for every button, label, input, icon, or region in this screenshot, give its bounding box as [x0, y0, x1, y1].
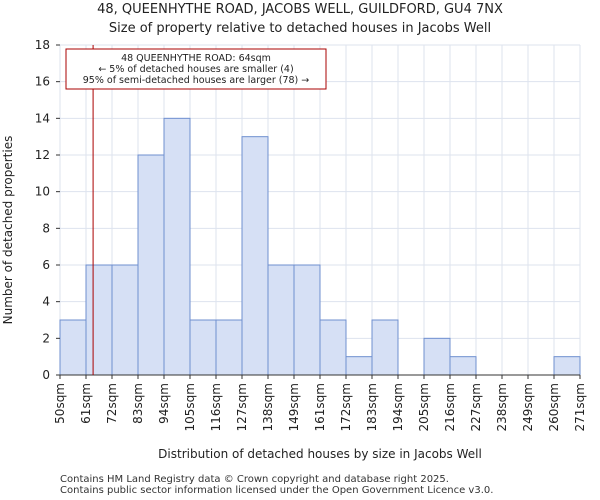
bar: [293, 264, 321, 376]
x-tick-label: 94sqm: [157, 383, 171, 424]
bar: [189, 319, 217, 376]
y-tick-label: 18: [35, 38, 50, 52]
y-tick-label: 8: [42, 221, 50, 235]
bar: [319, 319, 347, 376]
chart-subtitle: Size of property relative to detached ho…: [108, 21, 492, 36]
y-ticks: 0 2 4 6 8 10 12 14 16 18: [35, 38, 60, 382]
bar: [553, 356, 581, 376]
bar: [137, 154, 165, 376]
annotation-box: [65, 48, 327, 90]
x-tick-label: 271sqm: [573, 383, 587, 431]
bar: [423, 337, 451, 376]
bar: [215, 319, 243, 376]
x-axis-label: Distribution of detached houses by size …: [158, 447, 482, 461]
y-tick-label: 0: [42, 368, 50, 382]
bar: [85, 264, 113, 376]
bar: [241, 136, 269, 376]
x-tick-label: 227sqm: [469, 383, 483, 431]
x-ticks: 50sqm 61sqm 72sqm 83sqm 94sqm 105sqm 116sqm 127…: [53, 375, 587, 431]
bar: [59, 319, 87, 376]
bar: [267, 264, 295, 376]
x-tick-label: 127sqm: [235, 383, 249, 431]
y-tick-label: 6: [42, 258, 50, 272]
x-tick-label: 83sqm: [131, 383, 145, 424]
bar: [371, 319, 399, 376]
y-tick-label: 12: [35, 148, 50, 162]
x-tick-label: 194sqm: [391, 383, 405, 431]
annotation-line: ← 5% of detached houses are smaller (4): [98, 64, 293, 75]
x-tick-label: 238sqm: [495, 383, 509, 431]
bar: [449, 356, 477, 376]
x-tick-label: 161sqm: [313, 383, 327, 431]
x-tick-label: 61sqm: [79, 383, 93, 424]
bar: [111, 264, 139, 376]
y-tick-label: 14: [35, 111, 50, 125]
x-tick-label: 105sqm: [183, 383, 197, 431]
x-tick-label: 216sqm: [443, 383, 457, 431]
x-tick-label: 149sqm: [287, 383, 301, 431]
x-tick-label: 183sqm: [365, 383, 379, 431]
y-tick-label: 16: [35, 75, 50, 89]
x-tick-label: 50sqm: [53, 383, 67, 424]
x-tick-label: 116sqm: [209, 383, 223, 431]
y-tick-label: 4: [42, 295, 50, 309]
bar: [163, 117, 191, 376]
annotation-line: 95% of semi-detached houses are larger (…: [83, 75, 310, 86]
x-tick-label: 172sqm: [339, 383, 353, 431]
x-tick-label: 260sqm: [547, 383, 561, 431]
x-tick-label: 205sqm: [417, 383, 431, 431]
footer-line-2: Contains public sector information licen…: [60, 485, 494, 496]
footer-line-1: Contains HM Land Registry data © Crown c…: [60, 474, 449, 485]
bar: [345, 356, 373, 376]
property-marker: 48 QUEENHYTHE ROAD: 64sqm← 5% of detache…: [65, 45, 327, 375]
annotation-line: 48 QUEENHYTHE ROAD: 64sqm: [121, 53, 271, 64]
x-tick-label: 138sqm: [261, 383, 275, 431]
bars: [59, 117, 581, 376]
grid-lines: [59, 44, 581, 376]
y-tick-label: 10: [35, 185, 50, 199]
y-tick-label: 2: [42, 331, 50, 345]
y-axis-label: Number of detached properties: [1, 136, 15, 325]
x-tick-label: 249sqm: [521, 383, 535, 431]
chart-title: 48, QUEENHYTHE ROAD, JACOBS WELL, GUILDF…: [97, 2, 503, 17]
x-tick-label: 72sqm: [105, 383, 119, 424]
